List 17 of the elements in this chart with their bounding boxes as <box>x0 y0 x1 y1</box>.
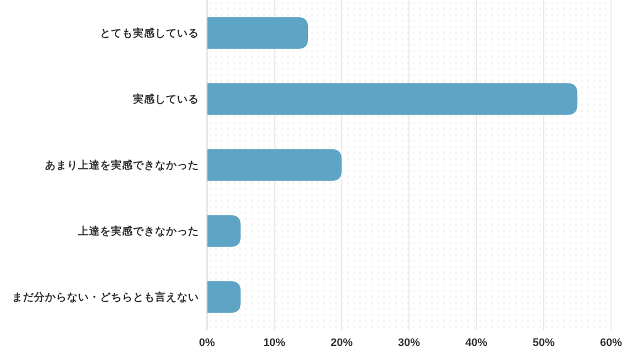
bar <box>207 215 241 247</box>
bar <box>207 83 578 115</box>
y-tick-label: とても実感している <box>100 26 199 40</box>
x-tick-label: 30% <box>398 336 420 349</box>
x-tick-label: 10% <box>263 336 286 349</box>
x-tick-label: 0% <box>199 336 216 349</box>
y-tick-label: 上達を実感できなかった <box>77 224 199 238</box>
bar <box>207 17 308 49</box>
y-tick-label: あまり上達を実感できなかった <box>45 158 199 172</box>
x-tick-label: 60% <box>600 336 622 349</box>
bar <box>207 149 342 181</box>
y-tick-label: まだ分からない・どちらとも言えない <box>12 290 199 304</box>
y-tick-label: 実感している <box>132 92 199 106</box>
x-tick-label: 40% <box>465 336 488 349</box>
x-tick-label: 20% <box>330 336 353 349</box>
x-tick-label: 50% <box>532 336 555 349</box>
bar <box>207 281 241 313</box>
